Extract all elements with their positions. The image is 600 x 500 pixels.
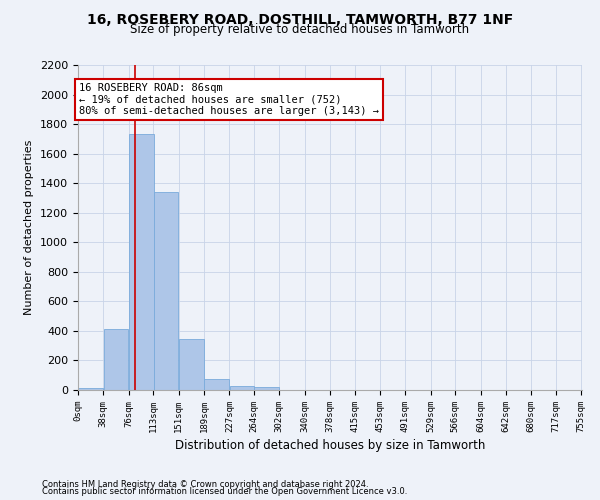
Bar: [104, 330, 128, 390]
X-axis label: Distribution of detached houses by size in Tamworth: Distribution of detached houses by size …: [175, 439, 485, 452]
Text: 16 ROSEBERY ROAD: 86sqm
← 19% of detached houses are smaller (752)
80% of semi-d: 16 ROSEBERY ROAD: 86sqm ← 19% of detache…: [79, 82, 379, 116]
Text: 16, ROSEBERY ROAD, DOSTHILL, TAMWORTH, B77 1NF: 16, ROSEBERY ROAD, DOSTHILL, TAMWORTH, B…: [87, 12, 513, 26]
Bar: [179, 339, 204, 390]
Bar: [254, 388, 279, 390]
Bar: [129, 134, 154, 390]
Bar: [154, 192, 178, 390]
Bar: [230, 386, 254, 390]
Bar: [204, 379, 229, 390]
Y-axis label: Number of detached properties: Number of detached properties: [25, 140, 34, 315]
Text: Contains public sector information licensed under the Open Government Licence v3: Contains public sector information licen…: [42, 487, 407, 496]
Bar: [78, 388, 103, 390]
Text: Contains HM Land Registry data © Crown copyright and database right 2024.: Contains HM Land Registry data © Crown c…: [42, 480, 368, 489]
Text: Size of property relative to detached houses in Tamworth: Size of property relative to detached ho…: [130, 22, 470, 36]
